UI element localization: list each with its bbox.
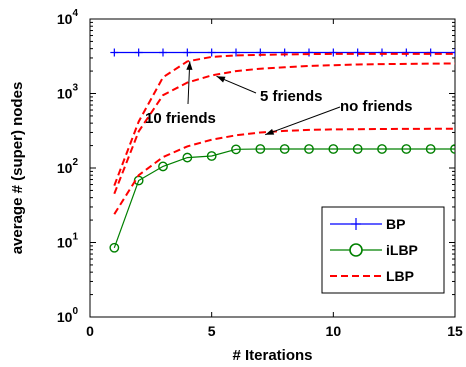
ilbp-point xyxy=(401,144,412,154)
legend-label: LBP xyxy=(386,268,414,284)
y-tick-base: 10 xyxy=(57,309,73,325)
annotation-label: no friends xyxy=(340,98,413,115)
x-tick-label: 15 xyxy=(447,323,463,339)
ilbp-point xyxy=(255,144,266,154)
annotations: 10 friends 5 friends no friends xyxy=(145,61,413,136)
legend-item-bp: BP xyxy=(330,216,405,232)
y-tick-exponent: 1 xyxy=(72,232,78,243)
bp-point xyxy=(232,48,240,57)
annotation-label: 5 friends xyxy=(260,88,323,105)
y-tick-exponent: 3 xyxy=(72,83,78,94)
bp-point xyxy=(451,48,455,57)
bp-point xyxy=(207,48,216,57)
bp-point xyxy=(402,48,411,57)
bp-point xyxy=(329,48,338,57)
bp-point xyxy=(353,48,362,57)
ilbp-point xyxy=(231,144,241,155)
y-tick-label: 101 xyxy=(57,232,79,251)
annotation-label: 10 friends xyxy=(145,110,216,127)
y-tick-base: 10 xyxy=(57,235,73,251)
x-tick-label: 5 xyxy=(208,323,216,339)
bp-point xyxy=(378,48,386,57)
legend-item-lbp: LBP xyxy=(330,268,414,284)
y-tick-base: 10 xyxy=(57,86,73,102)
annotation-arrow xyxy=(265,106,341,136)
bp-point xyxy=(134,48,143,57)
x-tick-label: 0 xyxy=(86,323,94,339)
x-tick-label: 10 xyxy=(326,323,342,339)
ilbp-point xyxy=(109,242,120,253)
y-tick-exponent: 0 xyxy=(72,306,78,317)
y-tick-label: 104 xyxy=(57,8,79,27)
bp-point xyxy=(183,48,192,57)
y-tick-base: 10 xyxy=(57,160,73,176)
series-line-ilbp xyxy=(113,148,455,249)
ilbp-point xyxy=(304,144,314,154)
ilbp-point xyxy=(279,144,290,154)
legend-item-ilbp: iLBP xyxy=(330,242,418,258)
series-line-lbp-4 xyxy=(113,127,455,215)
series-group xyxy=(109,48,455,253)
x-axis-label: # Iterations xyxy=(232,347,312,364)
bp-point xyxy=(110,48,119,57)
legend: BP iLBP LBP xyxy=(321,206,445,294)
ilbp-point xyxy=(182,152,193,163)
legend-label: iLBP xyxy=(386,242,418,258)
ilbp-point xyxy=(377,144,387,154)
bp-point xyxy=(426,48,435,57)
y-tick-exponent: 2 xyxy=(72,157,78,168)
ilbp-point xyxy=(158,161,168,172)
ilbp-point xyxy=(328,144,339,154)
y-axis-label: average # (super) nodes xyxy=(9,82,26,255)
y-tick-label: 100 xyxy=(57,306,79,325)
legend-label: BP xyxy=(386,216,405,232)
y-tick-label: 103 xyxy=(57,83,79,102)
ilbp-point xyxy=(425,144,436,154)
series-line-lbp-3 xyxy=(113,62,455,195)
y-tick-exponent: 4 xyxy=(72,8,78,19)
ilbp-point xyxy=(206,151,217,161)
bp-point xyxy=(159,48,167,57)
bp-point xyxy=(305,48,313,57)
series-line-lbp xyxy=(113,52,455,186)
annotation-arrow xyxy=(216,75,257,94)
ilbp-point xyxy=(352,144,363,154)
ilbp-point xyxy=(450,144,455,154)
y-tick-label: 102 xyxy=(57,157,79,176)
annotation-arrow xyxy=(186,61,193,105)
y-tick-base: 10 xyxy=(57,11,73,27)
